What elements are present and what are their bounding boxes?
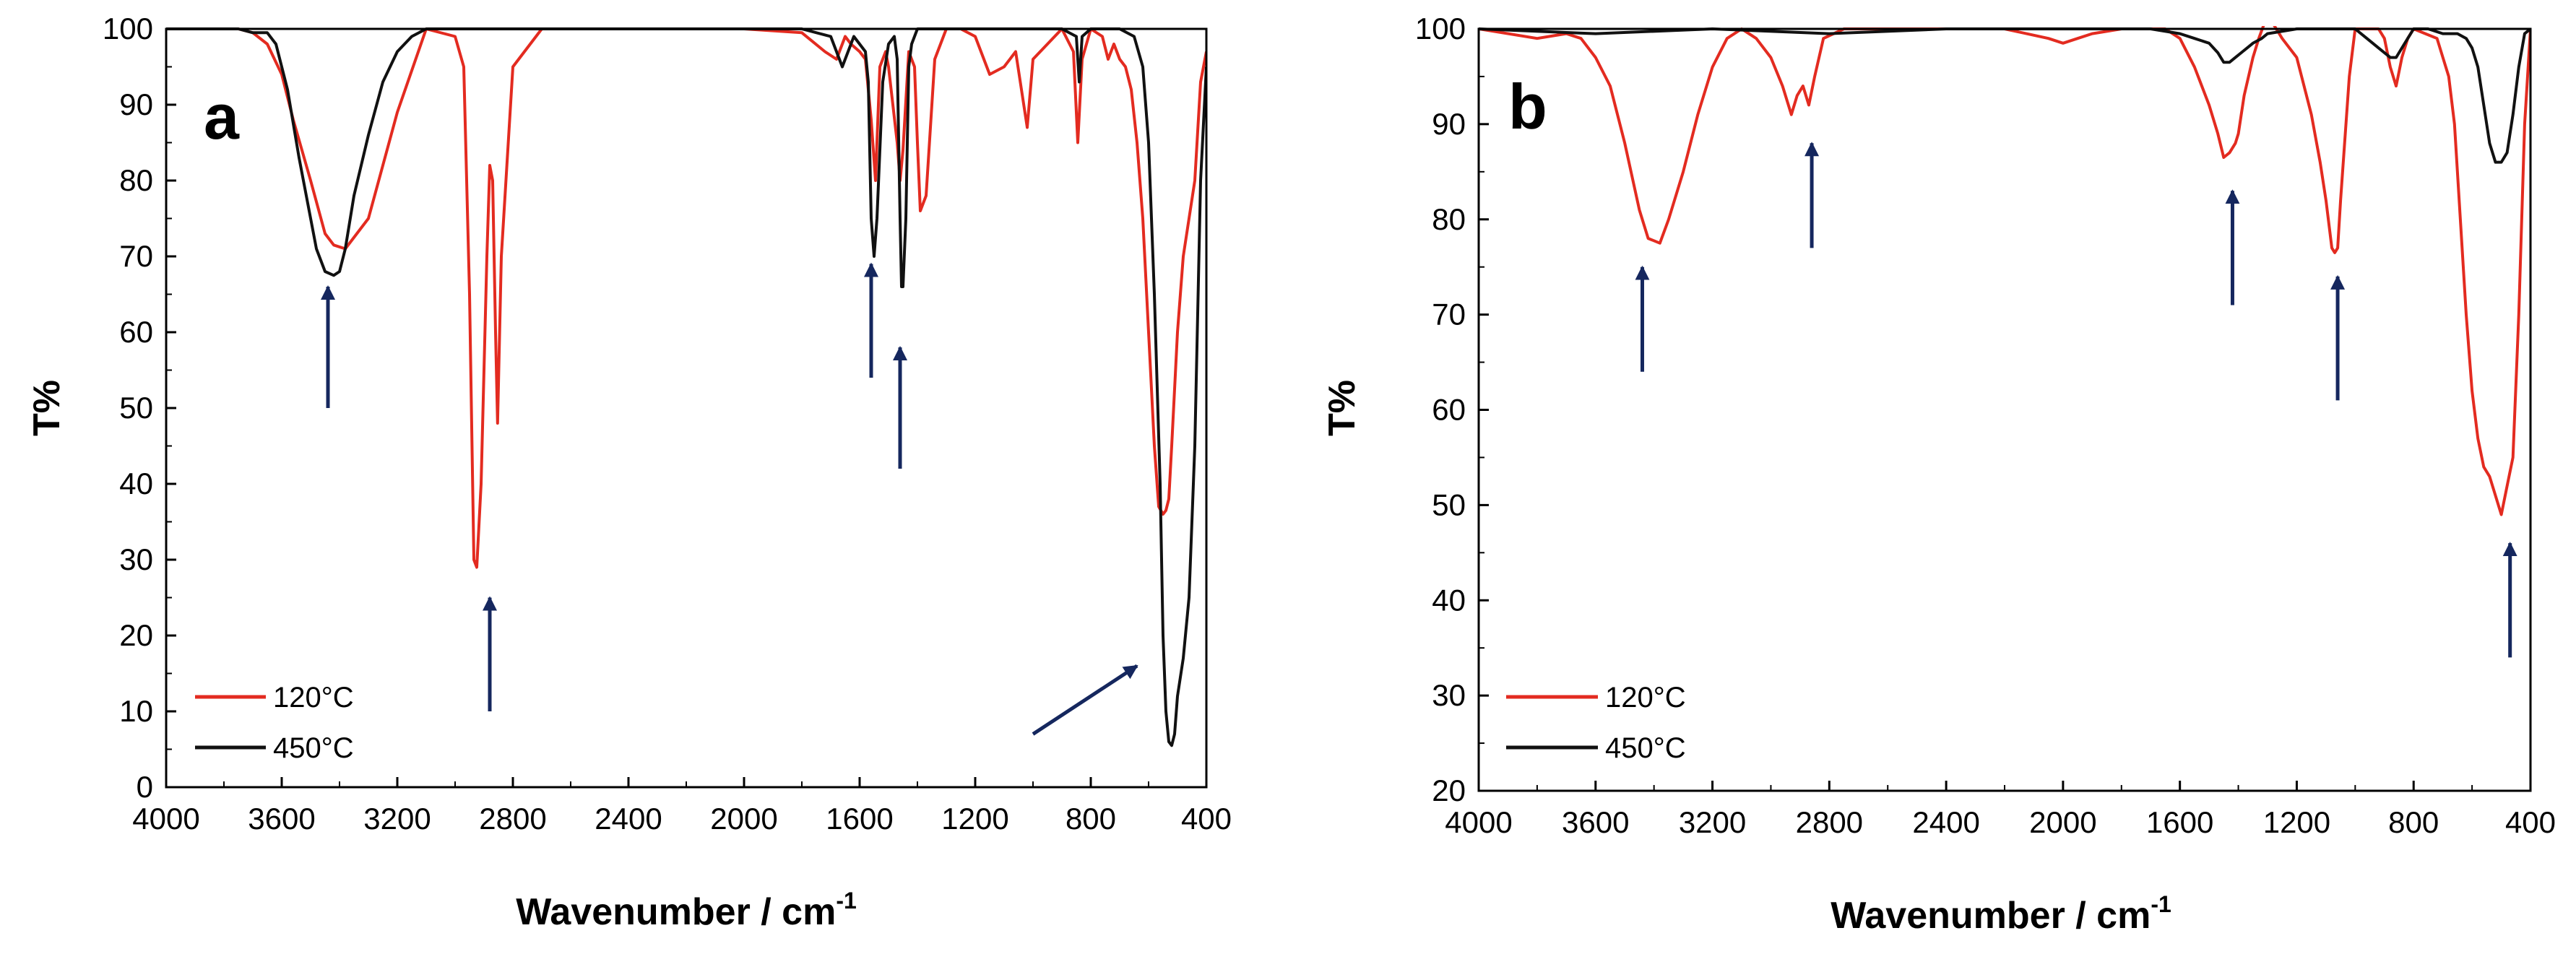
panel-a-x-tick-label: 2400 xyxy=(595,802,662,836)
panel-a-y-tick-label: 30 xyxy=(119,542,153,576)
panel-b-y-tick-label: 70 xyxy=(1432,298,1466,331)
panel-a-y-tick-label: 90 xyxy=(119,87,153,121)
panel-b-y-tick-label: 20 xyxy=(1432,773,1466,807)
panel-a-x-tick-label: 800 xyxy=(1066,802,1116,836)
panel-b-series-line-450 xyxy=(1479,27,2530,164)
panel-a-y-tick-label: 100 xyxy=(103,12,153,45)
panel-b-x-tick-label: 800 xyxy=(2388,805,2439,839)
panel-b: 4000 3600 3200 2800 2400 2000 1600 1200 800 400 20… xyxy=(1321,12,2556,937)
panel-b-arrows xyxy=(1635,142,2517,658)
panel-a-y-tick-label: 10 xyxy=(119,694,153,728)
panel-a-series-line-450 xyxy=(166,27,1206,747)
panel-a-annotation-arrow xyxy=(1032,664,1138,736)
panel-a-x-axis-title: Wavenumber / cm-1 xyxy=(516,888,857,933)
panel-b-legend: 120°C 450°C xyxy=(1506,682,1686,764)
panel-a-ticks: 4000 3600 3200 2800 2400 2000 1600 1200 800 40001… xyxy=(103,12,1232,836)
panel-a-x-tick-label: 3200 xyxy=(363,802,431,836)
panel-b-x-axis-title-main: Wavenumber / cm xyxy=(1831,895,2151,937)
panel-a-x-tick-label: 1200 xyxy=(941,802,1008,836)
panel-b-y-tick-label: 100 xyxy=(1415,12,1466,45)
panel-b-x-tick-label: 400 xyxy=(2505,805,2556,839)
panel-a-legend-label-450: 450°C xyxy=(273,732,354,764)
panel-b-y-tick-label: 40 xyxy=(1432,583,1466,617)
panel-b-x-tick-label: 1600 xyxy=(2146,805,2213,839)
panel-a-x-tick-label: 4000 xyxy=(132,802,199,836)
panel-b-legend-label-450: 450°C xyxy=(1605,732,1686,764)
panel-b-series-line-120 xyxy=(1479,26,2530,516)
panel-b-y-tick-label: 90 xyxy=(1432,107,1466,141)
panel-a-plot-frame xyxy=(165,27,1208,789)
panel-a-x-axis-title-superscript: -1 xyxy=(836,888,856,914)
panel-b-series xyxy=(1479,26,2530,516)
panel-b-x-tick-label: 2000 xyxy=(2029,805,2096,839)
panel-b-plot-frame xyxy=(1477,27,2532,792)
panel-a-y-tick-label: 70 xyxy=(119,239,153,273)
panel-b-x-tick-label: 2400 xyxy=(1912,805,1979,839)
panel-b-x-tick-label: 3600 xyxy=(1562,805,1629,839)
panel-a-legend: 120°C 450°C xyxy=(195,682,354,764)
panel-a-arrows xyxy=(321,262,1138,736)
panel-b-y-tick-label: 30 xyxy=(1432,678,1466,712)
panel-a-x-tick-label: 2800 xyxy=(479,802,546,836)
panel-a-y-tick-label: 20 xyxy=(119,618,153,652)
panel-a-y-tick-label: 60 xyxy=(119,315,153,349)
panel-a-y-tick-label: 40 xyxy=(119,467,153,500)
panel-b-letter: b xyxy=(1508,71,1547,142)
panel-b-x-tick-label: 4000 xyxy=(1445,805,1512,839)
panel-a-x-tick-label: 3600 xyxy=(248,802,315,836)
panel-b-legend-label-120: 120°C xyxy=(1605,682,1686,714)
panel-a-series xyxy=(166,27,1206,747)
panel-a-series-line-120 xyxy=(166,27,1206,569)
panel-b-x-tick-label: 2800 xyxy=(1796,805,1863,839)
panel-a-x-tick-label: 400 xyxy=(1181,802,1232,836)
panel-b-x-axis-title-superscript: -1 xyxy=(2151,891,2171,917)
panel-a-y-axis-title: T% xyxy=(26,380,68,436)
panel-a-x-tick-label: 2000 xyxy=(710,802,777,836)
panel-a-x-axis-title-main: Wavenumber / cm xyxy=(516,891,836,933)
panel-b-y-axis-title: T% xyxy=(1321,380,1363,436)
panel-b-ticks: 4000 3600 3200 2800 2400 2000 1600 1200 800 400 20… xyxy=(1415,12,2556,839)
panel-b-x-tick-label: 3200 xyxy=(1679,805,1746,839)
panel-a: 4000 3600 3200 2800 2400 2000 1600 1200 800 40001… xyxy=(26,12,1232,933)
panel-a-y-tick-label: 0 xyxy=(137,770,153,804)
panel-a-legend-label-120: 120°C xyxy=(273,682,354,714)
panel-b-y-tick-label: 50 xyxy=(1432,487,1466,521)
panel-b-y-tick-label: 80 xyxy=(1432,202,1466,236)
panel-b-y-tick-label: 60 xyxy=(1432,393,1466,427)
panel-a-letter: a xyxy=(204,81,240,152)
panel-a-x-tick-label: 1600 xyxy=(826,802,893,836)
panel-a-y-tick-label: 80 xyxy=(119,163,153,197)
panel-b-x-axis-title: Wavenumber / cm-1 xyxy=(1831,891,2171,937)
panel-b-x-tick-label: 1200 xyxy=(2263,805,2330,839)
panel-a-y-tick-label: 50 xyxy=(119,391,153,425)
